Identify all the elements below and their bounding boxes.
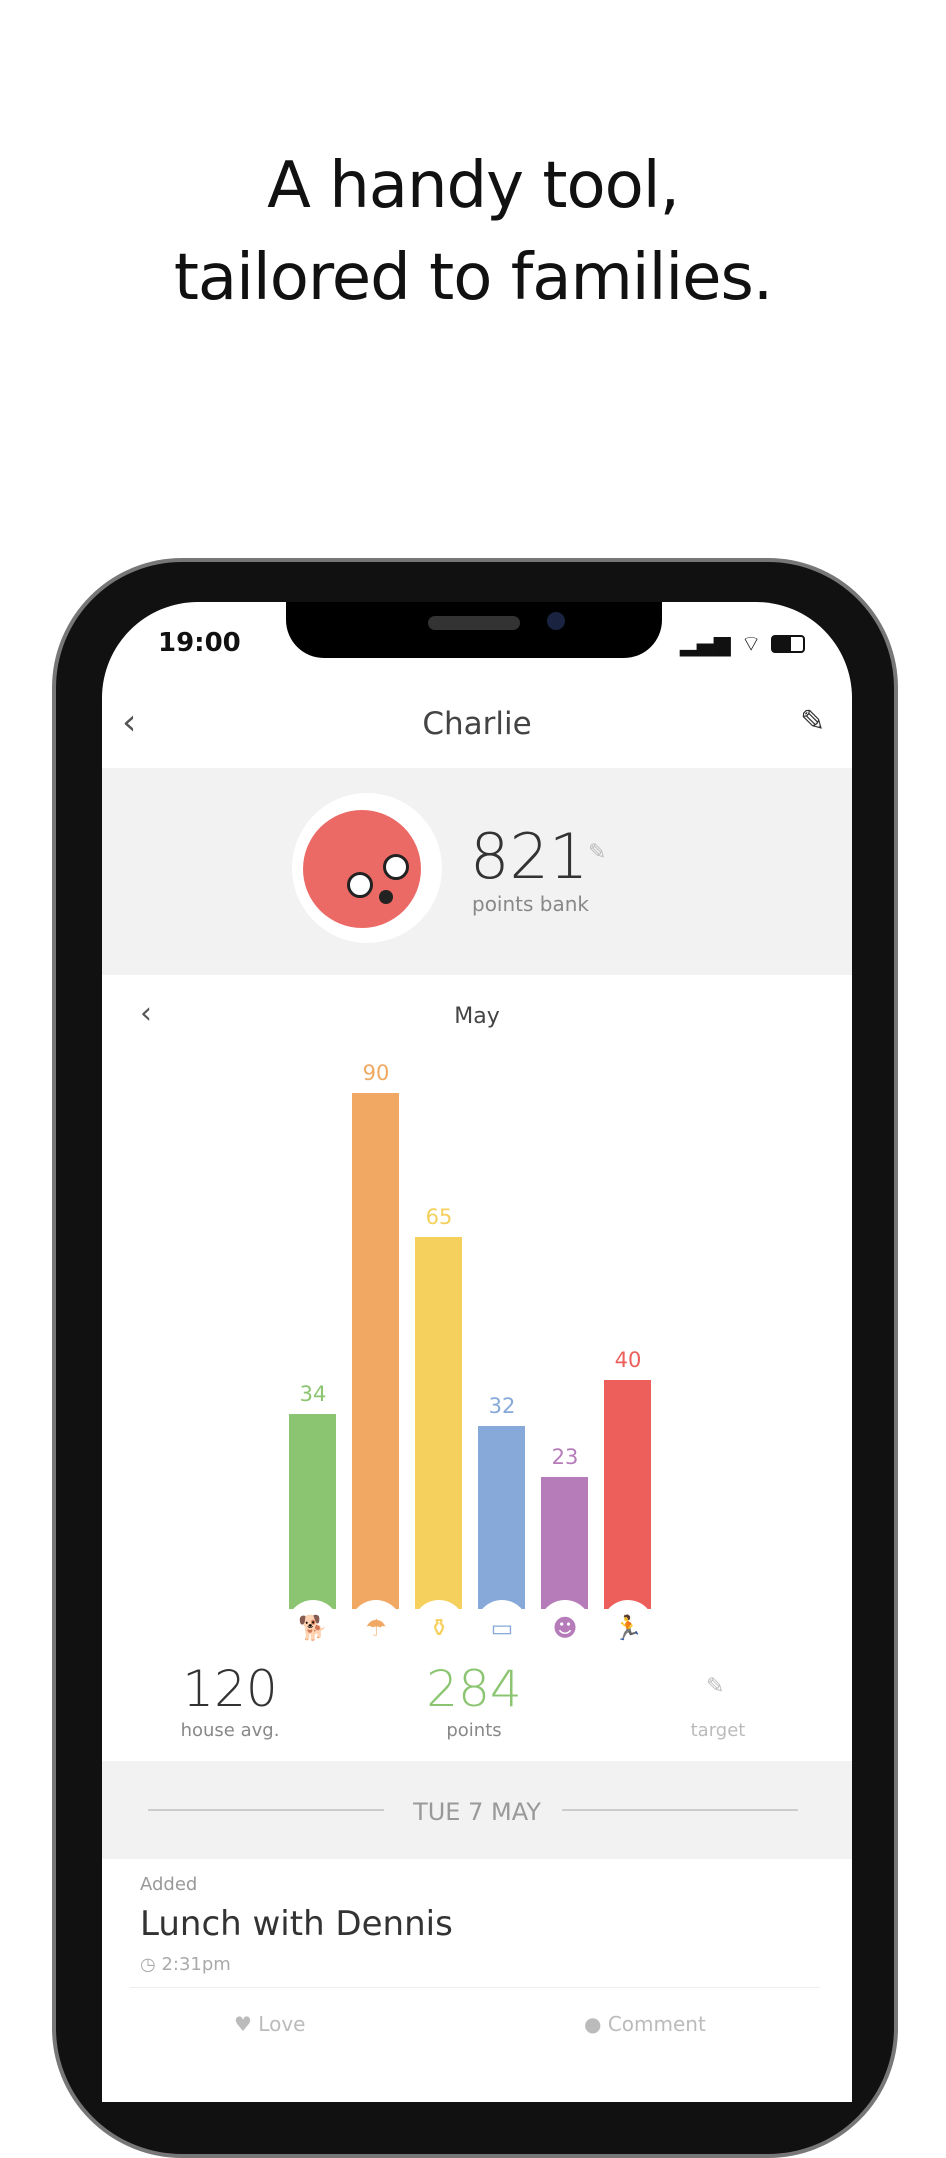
divider xyxy=(562,1809,798,1811)
head-brain-icon[interactable]: ☻ xyxy=(539,1600,591,1652)
bar-value-label: 90 xyxy=(362,1061,390,1086)
divider xyxy=(130,1987,820,1988)
edit-pencil-icon[interactable]: ✎ xyxy=(800,704,826,739)
dog-icon[interactable]: 🐕 xyxy=(287,1600,339,1652)
edit-points-icon[interactable]: ✎ xyxy=(588,840,607,865)
headline-line-2: tailored to families. xyxy=(173,241,773,315)
camera xyxy=(547,612,565,630)
feed-item-time: ◷ 2:31pm xyxy=(140,1954,231,1975)
comment-button[interactable]: ● Comment xyxy=(584,2012,706,2036)
pig-avatar-icon xyxy=(303,810,421,928)
divider xyxy=(148,1809,384,1811)
profile-band xyxy=(102,768,852,975)
bar-value-label: 40 xyxy=(614,1347,642,1372)
shower-icon[interactable]: ☂ xyxy=(350,1600,402,1652)
headline-line-1: A handy tool, xyxy=(267,149,680,223)
chart-month: May xyxy=(454,1004,500,1029)
battery-icon xyxy=(771,635,806,653)
comment-label: Comment xyxy=(607,2012,706,2036)
points-bank-value: 821 xyxy=(470,820,589,893)
headline: A handy tool, tailored to families. xyxy=(0,140,946,324)
speaker xyxy=(428,616,520,630)
points-value: 284 xyxy=(426,1660,522,1718)
notch xyxy=(286,602,662,658)
points-bank-label: points bank xyxy=(472,892,589,916)
house-avg-label: house avg. xyxy=(180,1720,280,1741)
wifi-icon: ⌔ xyxy=(740,632,762,657)
points-label: points xyxy=(446,1720,502,1741)
signal-icon: ▂▄▆ xyxy=(680,631,731,657)
spray-bottle-icon[interactable]: ⚱ xyxy=(413,1600,465,1652)
status-time: 19:00 xyxy=(158,628,241,658)
love-label: Love xyxy=(258,2012,306,2036)
back-button[interactable]: ‹ xyxy=(122,702,137,743)
status-icons: ▂▄▆ ⌔ xyxy=(680,630,806,658)
bar-value-label: 23 xyxy=(551,1445,579,1470)
bar-value-label: 65 xyxy=(425,1204,453,1229)
bar-mind xyxy=(541,1477,588,1609)
previous-month-button[interactable]: ‹ xyxy=(140,996,152,1031)
time-text: 2:31pm xyxy=(161,1954,231,1975)
page-title: Charlie xyxy=(422,706,532,742)
feed-item-kind: Added xyxy=(140,1874,198,1895)
bar-exercise xyxy=(604,1379,651,1609)
running-person-icon[interactable]: 🏃 xyxy=(602,1600,654,1652)
bar-bed xyxy=(478,1425,525,1609)
feed-item-title: Lunch with Dennis xyxy=(140,1904,453,1944)
heart-icon: ♥ xyxy=(234,2012,259,2036)
comment-bubble-icon: ● xyxy=(584,2012,608,2036)
feed-date: TUE 7 MAY xyxy=(413,1798,541,1826)
bar-value-label: 32 xyxy=(488,1393,516,1418)
bar-shower xyxy=(352,1093,399,1609)
bar-cleaning xyxy=(415,1236,462,1609)
clock-icon: ◷ xyxy=(140,1954,162,1975)
bar-pet xyxy=(289,1414,336,1609)
house-avg-value: 120 xyxy=(182,1660,278,1718)
love-button[interactable]: ♥ Love xyxy=(234,2012,305,2036)
bed-icon[interactable]: ▭ xyxy=(476,1600,528,1652)
edit-target-icon[interactable]: ✎ xyxy=(706,1674,725,1699)
target-label[interactable]: target xyxy=(690,1720,746,1741)
bar-value-label: 34 xyxy=(299,1382,327,1407)
